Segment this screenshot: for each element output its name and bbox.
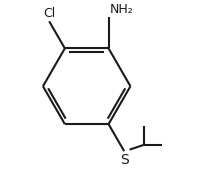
- Text: S: S: [120, 153, 129, 167]
- Text: Cl: Cl: [43, 7, 55, 20]
- Text: NH₂: NH₂: [110, 3, 134, 16]
